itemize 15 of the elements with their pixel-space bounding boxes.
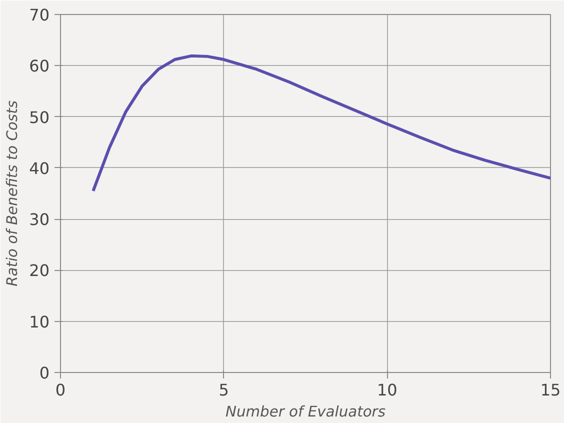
x-tick-label: 15 [540,380,561,400]
y-tick-label: 60 [29,56,50,76]
y-tick-label: 20 [29,261,50,280]
y-tick-label: 0 [39,364,50,382]
y-axis-title: Ratio of Benefits to Costs [4,100,22,286]
y-tick-label: 10 [29,312,50,332]
x-tick-label: 10 [376,380,398,400]
x-axis-title: Number of Evaluators [226,404,386,420]
y-tick-label: 70 [29,6,50,24]
x-tick-label: 5 [218,380,229,400]
y-tick-label: 50 [29,108,50,127]
y-tick-label: 30 [29,210,50,230]
x-tick-label: 0 [55,380,66,400]
line-series [92,54,550,192]
y-tick-label: 40 [29,158,50,178]
